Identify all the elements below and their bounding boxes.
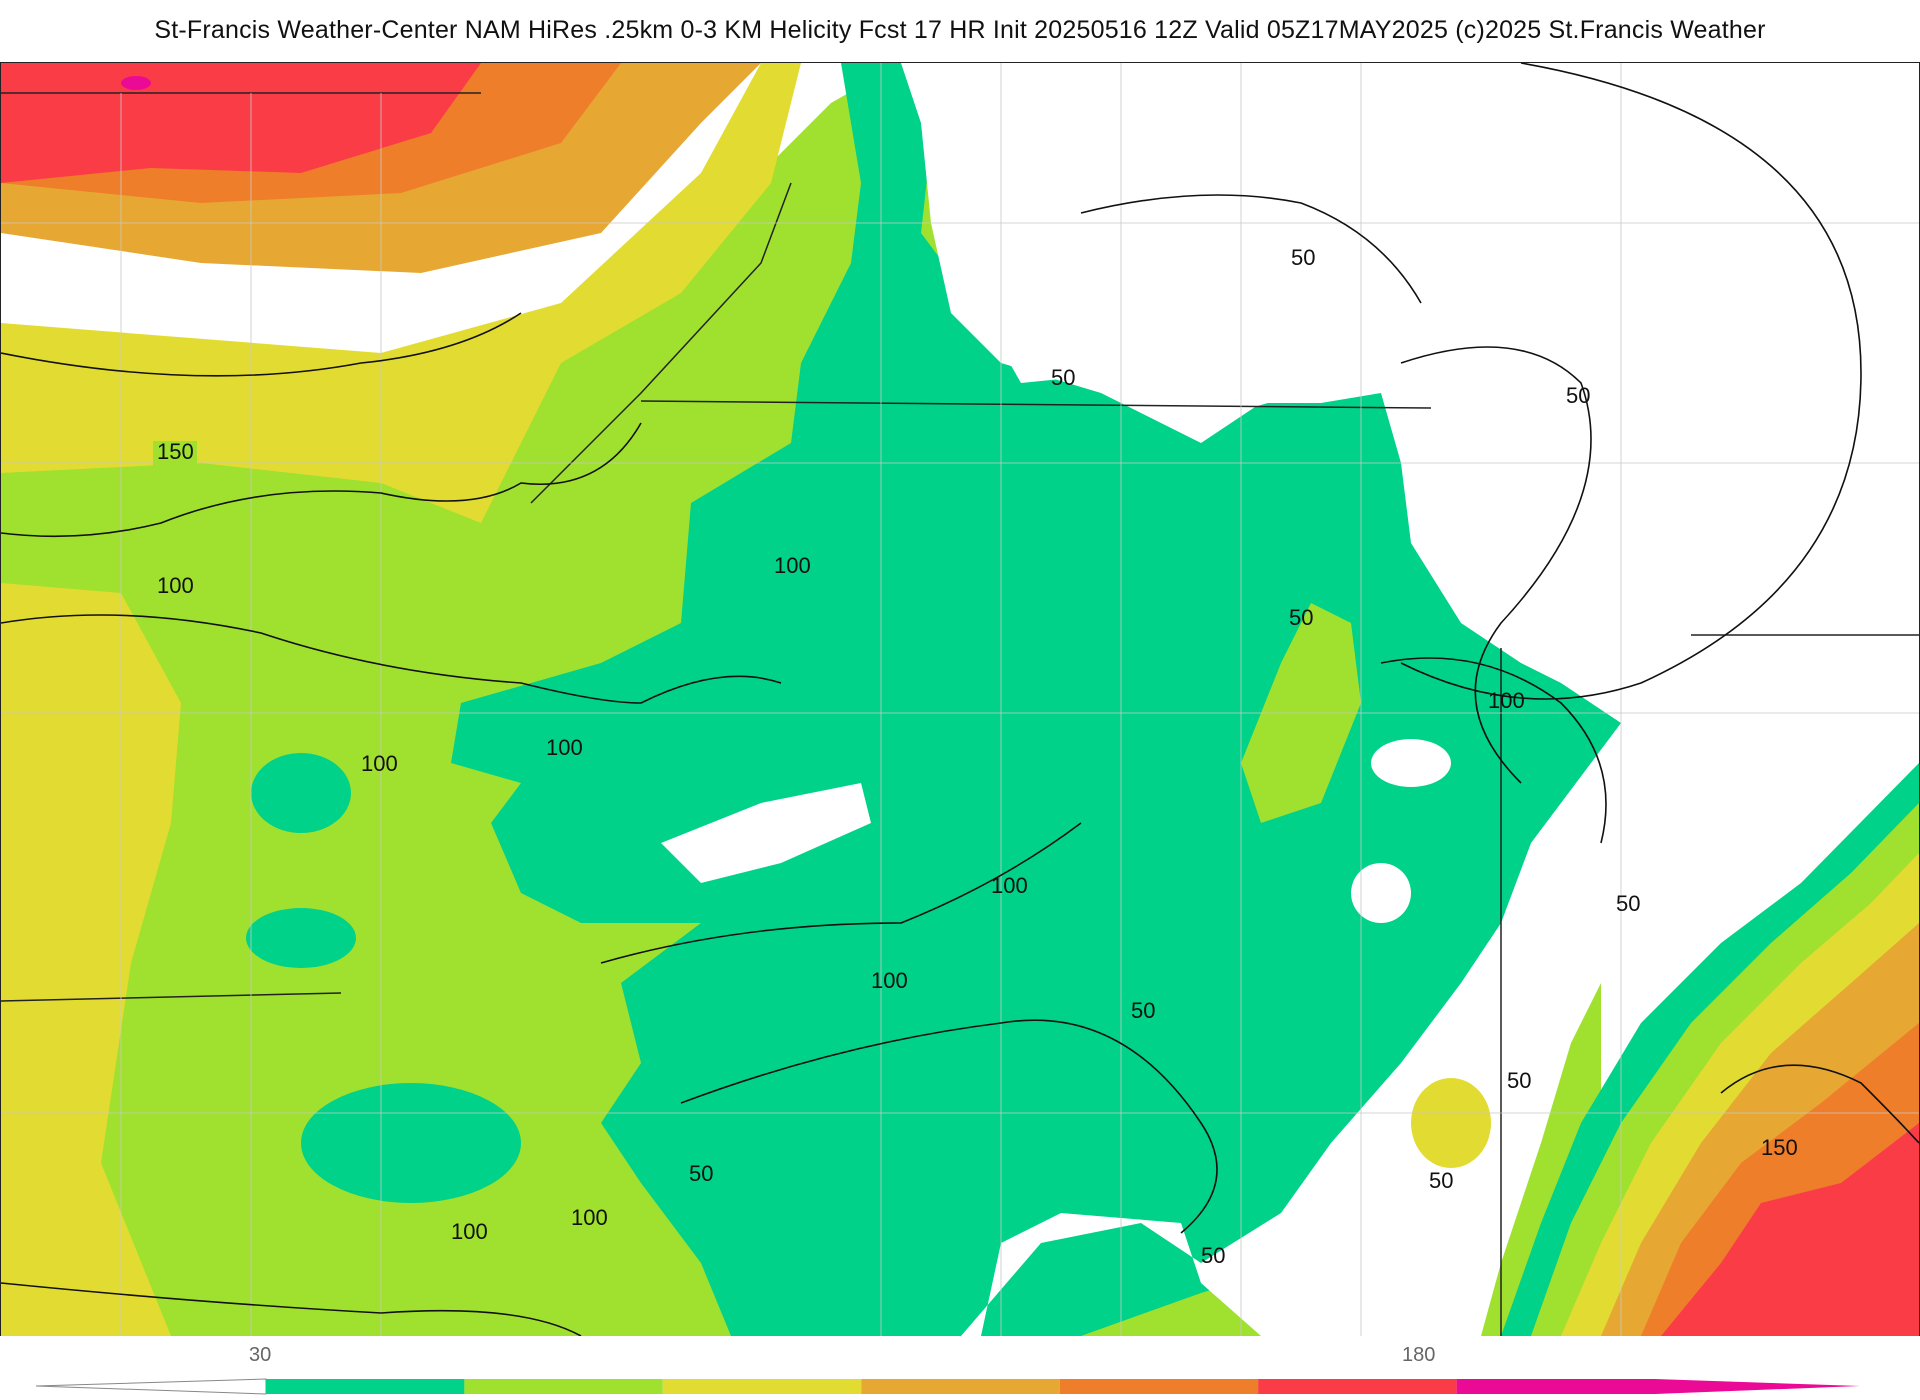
- contour-label: 50: [1429, 1168, 1453, 1193]
- contour-label: 100: [546, 735, 583, 760]
- colorbar-cell: [464, 1379, 663, 1394]
- colorbar: 30 180: [0, 1336, 1920, 1400]
- contour-label: 100: [774, 553, 811, 578]
- helicity-blob-30-sw: [301, 1083, 521, 1203]
- contour-150-se: [1720, 1064, 1919, 1144]
- contour-label: 100: [871, 968, 908, 993]
- colorbar-high-arrow: [1655, 1379, 1860, 1394]
- contour-label: 100: [571, 1205, 608, 1230]
- colorbar-cell: [662, 1379, 862, 1394]
- contour-label: 100: [1488, 688, 1525, 713]
- helicity-band-90-east-patch: [1411, 1078, 1491, 1168]
- colorbar-cell: [1258, 1379, 1457, 1394]
- contour-label: 50: [689, 1161, 713, 1186]
- contour-label: 50: [1051, 365, 1075, 390]
- helicity-map-svg: 150 100 100 100 100 50 50 50 50 100 100 …: [1, 63, 1919, 1336]
- helicity-blob-30-west-a: [251, 753, 351, 833]
- colorbar-tick-high: 180: [1402, 1344, 1436, 1366]
- map-title: St-Francis Weather-Center NAM HiRes .25k…: [154, 16, 1766, 44]
- contour-100-central: [1, 614, 782, 704]
- contour-150-sw: [1, 1282, 582, 1336]
- contour-label-group: 150 100 100 100 100 50 50 50 50 100 100 …: [153, 245, 1798, 1336]
- contour-label: 100: [157, 573, 194, 598]
- helicity-se-band-180: [1661, 1123, 1919, 1336]
- contour-50-south: [680, 1019, 1218, 1234]
- contour-label: 150: [1761, 1135, 1798, 1160]
- contour-label: 50: [1291, 245, 1315, 270]
- state-boundaries: [1, 92, 1919, 1336]
- contour-label: 50: [1616, 891, 1640, 916]
- helicity-blob-30-west-b: [246, 908, 356, 968]
- contour-50-north: [1080, 194, 1422, 304]
- contour-label: 50: [1201, 1243, 1225, 1268]
- contour-100-south: [600, 822, 1082, 964]
- contour-label: 100: [991, 873, 1028, 898]
- contour-150-north: [1, 312, 522, 377]
- contour-label: 100: [451, 1219, 488, 1244]
- helicity-contours: [1, 63, 1919, 1336]
- contour-100-west: [1, 422, 642, 538]
- helicity-band-90-southwest: [1, 583, 181, 1336]
- contour-label: 100: [361, 751, 398, 776]
- helicity-below-30-east: [901, 63, 1919, 1336]
- contour-label: 50: [1131, 998, 1155, 1023]
- colorbar-cells: [266, 1379, 1655, 1394]
- contour-label: 50: [1507, 1068, 1531, 1093]
- contour-label: 50: [1289, 605, 1313, 630]
- helicity-band-210: [121, 76, 151, 90]
- colorbar-cell: [1456, 1379, 1655, 1394]
- contour-label: 150: [157, 439, 194, 464]
- helicity-band-90-west: [1, 63, 801, 523]
- helicity-map: 150 100 100 100 100 50 50 50 50 100 100 …: [0, 62, 1920, 1337]
- colorbar-low-arrow: [35, 1378, 267, 1395]
- contour-100-east: [1380, 657, 1607, 844]
- helicity-below-30-pocket-c: [1351, 863, 1411, 923]
- contour-label: 50: [1566, 383, 1590, 408]
- colorbar-cell: [861, 1379, 1060, 1394]
- contour-circle-east: [1400, 63, 1862, 700]
- helicity-below-30-pocket-b: [1371, 739, 1451, 787]
- helicity-below-30-pocket-a: [661, 783, 871, 883]
- contour-50-east: [1400, 346, 1592, 784]
- colorbar-tick-low: 30: [249, 1344, 272, 1366]
- county-grid: [1, 63, 1919, 1336]
- colorbar-svg: [35, 1378, 1860, 1395]
- colorbar-cell: [1059, 1379, 1259, 1394]
- title-bar: St-Francis Weather-Center NAM HiRes .25k…: [0, 0, 1920, 62]
- colorbar-cell: [266, 1379, 465, 1394]
- contour-label: 150: [309, 1333, 346, 1336]
